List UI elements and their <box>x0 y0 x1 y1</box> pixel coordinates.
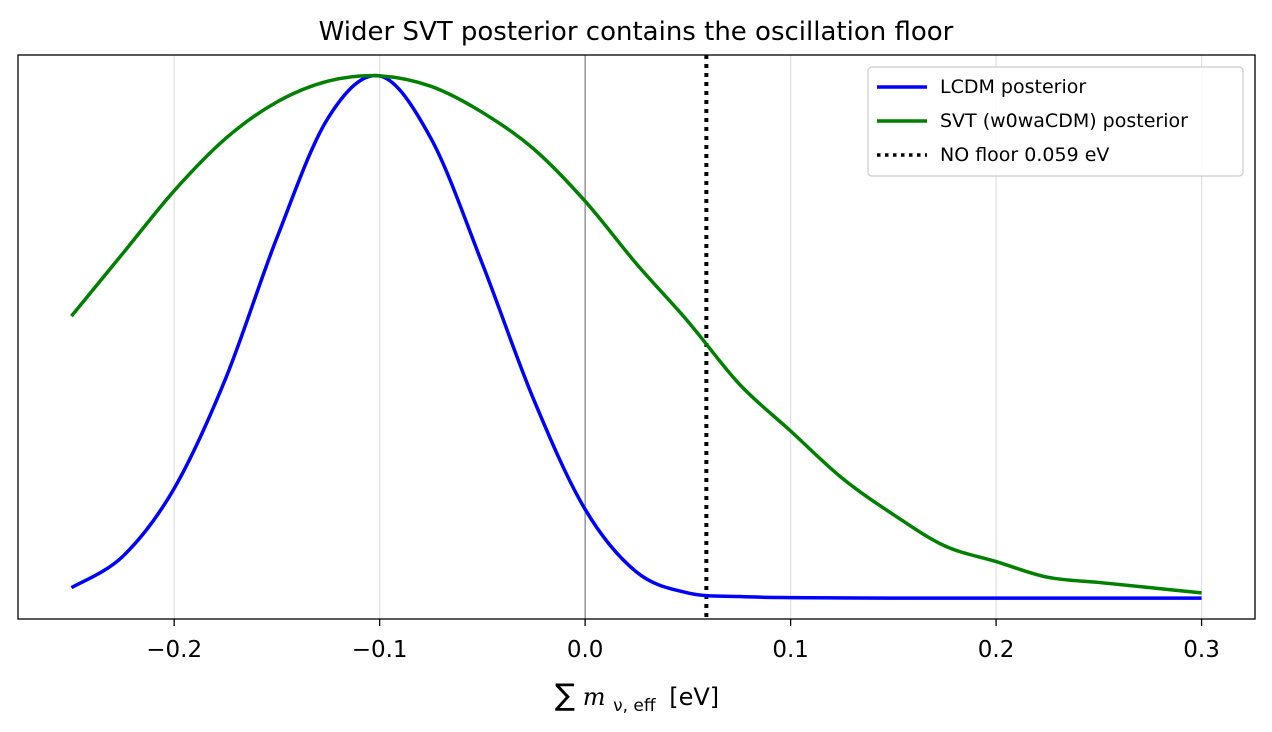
chart-title: Wider SVT posterior contains the oscilla… <box>319 17 954 47</box>
x-tick-label-2: 0.0 <box>567 637 604 663</box>
x-tick-label-3: 0.1 <box>772 637 809 663</box>
x-axis-label-var: m <box>583 683 606 711</box>
x-axis-ticks: −0.2 −0.1 0.0 0.1 0.2 0.3 <box>146 619 1220 663</box>
x-axis-label-sum: ∑ <box>555 678 575 713</box>
series-lines <box>70 73 1202 600</box>
x-tick-label-5: 0.3 <box>1183 637 1220 663</box>
series-line-lcdm <box>70 73 1202 600</box>
reference-lines <box>584 55 709 619</box>
legend-label-lcdm: LCDM posterior <box>940 76 1086 98</box>
x-axis-label-unit: [eV] <box>669 683 719 711</box>
x-tick-label-1: −0.1 <box>352 637 408 663</box>
x-tick-label-4: 0.2 <box>978 637 1015 663</box>
series-line-svt <box>70 73 1202 595</box>
legend-label-svt: SVT (w0waCDM) posterior <box>940 110 1188 132</box>
legend-box <box>867 66 1244 177</box>
plot-frame <box>17 54 1256 620</box>
x-axis-label: ∑ m ν, eff [eV] <box>555 678 719 717</box>
legend-label-no-floor: NO floor 0.059 eV <box>940 144 1109 166</box>
x-tick-label-0: −0.2 <box>146 637 202 663</box>
legend: LCDM posterior SVT (w0waCDM) posterior N… <box>867 66 1244 177</box>
x-axis-label-sub: ν, eff <box>613 696 657 716</box>
